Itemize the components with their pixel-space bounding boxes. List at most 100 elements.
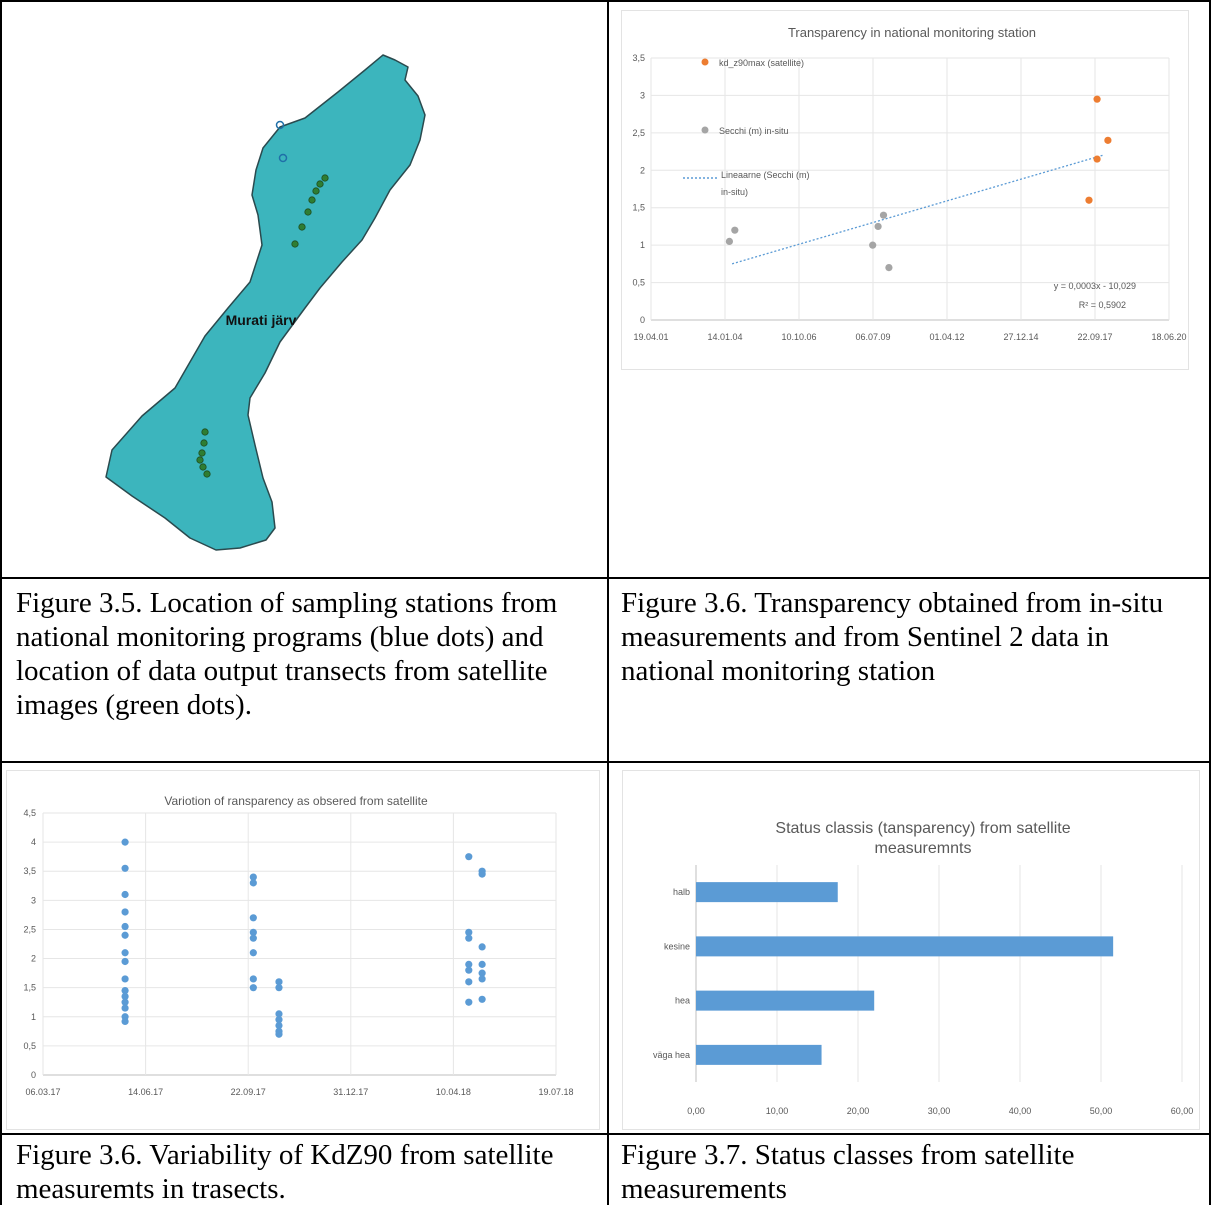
satellite-transparency-point — [249, 914, 257, 922]
y-tick-label: 3 — [31, 895, 36, 905]
y-tick-label: 0,5 — [632, 278, 645, 288]
x-tick-label: 60,00 — [1171, 1106, 1194, 1116]
legend-label-secchi: Secchi (m) in-situ — [719, 126, 789, 136]
legend-label-trendline: Lineaarne (Secchi (m) in-situ) — [721, 170, 812, 197]
secchi-point — [731, 226, 739, 234]
satellite-transparency-point — [275, 1030, 283, 1038]
satellite-transparency-point — [249, 879, 257, 887]
category-label: väga hea — [653, 1050, 690, 1060]
transect-dot — [304, 208, 312, 216]
satellite-transparency-point — [275, 978, 283, 986]
satellite-transparency-point — [121, 931, 129, 939]
satellite-transparency-point — [121, 1017, 129, 1026]
satellite-transparency-point — [275, 1016, 283, 1024]
y-tick-label: 0 — [31, 1070, 36, 1080]
satellite-transparency-point — [121, 838, 129, 846]
trendline — [731, 154, 1103, 265]
satellite-transparency-point — [121, 1004, 129, 1012]
secchi-point — [874, 222, 882, 231]
transect-dot — [200, 439, 208, 447]
x-tick-label: 22.09.17 — [1077, 332, 1112, 342]
y-tick-label: 1 — [640, 240, 645, 250]
satellite-transparency-point — [478, 943, 486, 951]
satellite-transparency-point — [249, 934, 257, 942]
trend-r-squared: R² = 0,5902 — [1079, 300, 1126, 310]
satellite-transparency-point — [121, 957, 129, 966]
satellite-transparency-point — [275, 1010, 283, 1018]
satellite-transparency-point — [465, 934, 473, 942]
chart-national-station-svg: Transparency in national monitoring stat… — [621, 10, 1189, 370]
caption-figure-3-7: Figure 3.7. Status classes from satellit… — [621, 1139, 1075, 1205]
transect-dot — [298, 223, 306, 231]
x-tick-label: 06.07.09 — [855, 332, 890, 342]
category-label: hea — [675, 996, 690, 1006]
x-tick-label: 01.04.12 — [929, 332, 964, 342]
secchi-point — [879, 211, 888, 219]
y-tick-label: 2,5 — [632, 128, 645, 138]
y-tick-label: 2 — [640, 165, 645, 175]
status-bar — [696, 990, 875, 1011]
transect-dot — [312, 187, 320, 195]
satellite-transparency-point — [478, 969, 486, 977]
y-tick-label: 1 — [31, 1012, 36, 1022]
satellite-point — [1093, 155, 1101, 163]
satellite-transparency-point — [478, 975, 486, 983]
y-tick-label: 4,5 — [23, 808, 36, 818]
table-border-row2 — [0, 761, 1211, 763]
x-tick-label: 19.04.01 — [633, 332, 668, 342]
satellite-transparency-point — [121, 975, 129, 983]
y-tick-label: 1,5 — [23, 983, 36, 993]
chart-status-classes: Status classis (tansparency) from satell… — [622, 770, 1200, 1130]
category-label: halb — [673, 887, 690, 897]
satellite-transparency-point — [249, 873, 257, 881]
chart-title-line1: Status classis (tansparency) from satell… — [775, 820, 1070, 837]
station-dot — [275, 120, 285, 130]
satellite-point — [1093, 95, 1101, 103]
satellite-transparency-point — [275, 1021, 283, 1030]
caption-figure-3-5: Figure 3.5. Location of sampling station… — [16, 587, 558, 721]
y-tick-label: 0,5 — [23, 1041, 36, 1051]
chart-national-station: Transparency in national monitoring stat… — [621, 10, 1189, 370]
satellite-transparency-point — [465, 853, 473, 861]
transect-dot — [199, 463, 207, 471]
lake-map: Murati järv — [105, 54, 426, 551]
satellite-transparency-point — [121, 908, 129, 916]
status-bar — [696, 882, 838, 903]
satellite-transparency-point — [249, 949, 257, 957]
y-tick-label: 1,5 — [632, 203, 645, 213]
satellite-transparency-point — [478, 960, 486, 968]
satellite-transparency-point — [249, 975, 257, 983]
satellite-transparency-point — [121, 998, 129, 1006]
x-tick-label: 10.10.06 — [781, 332, 816, 342]
caption-figure-3-6-a: Figure 3.6. Transparency obtained from i… — [621, 587, 1164, 687]
legend-label-satellite: kd_z90max (satellite) — [719, 58, 804, 68]
x-tick-label: 14.06.17 — [128, 1087, 163, 1097]
satellite-transparency-point — [465, 966, 473, 974]
legend-marker-secchi — [701, 126, 709, 134]
satellite-transparency-point — [478, 995, 486, 1003]
status-bar — [696, 1044, 822, 1065]
satellite-transparency-point — [249, 984, 257, 992]
y-tick-label: 4 — [31, 837, 36, 847]
chart-title: Transparency in national monitoring stat… — [788, 25, 1036, 40]
satellite-transparency-point — [121, 992, 129, 1000]
chart-status-classes-svg: Status classis (tansparency) from satell… — [622, 770, 1200, 1130]
y-tick-label: 3,5 — [632, 53, 645, 63]
status-bar — [696, 936, 1114, 957]
secchi-point — [885, 264, 893, 272]
x-tick-label: 50,00 — [1090, 1106, 1113, 1116]
x-tick-label: 30,00 — [928, 1106, 951, 1116]
transect-dot — [291, 240, 299, 248]
trend-equation: y = 0,0003x - 10,029 — [1054, 281, 1136, 291]
x-tick-label: 14.01.04 — [707, 332, 742, 342]
x-tick-label: 10.04.18 — [436, 1087, 471, 1097]
chart-title: Variotion of ransparency as obsered from… — [164, 794, 428, 808]
x-tick-label: 19.07.18 — [538, 1087, 573, 1097]
y-tick-label: 0 — [640, 315, 645, 325]
y-tick-label: 3,5 — [23, 866, 36, 876]
table-border-right — [1209, 0, 1211, 1205]
x-tick-label: 10,00 — [766, 1106, 789, 1116]
x-tick-label: 20,00 — [847, 1106, 870, 1116]
transect-dot — [198, 449, 206, 457]
